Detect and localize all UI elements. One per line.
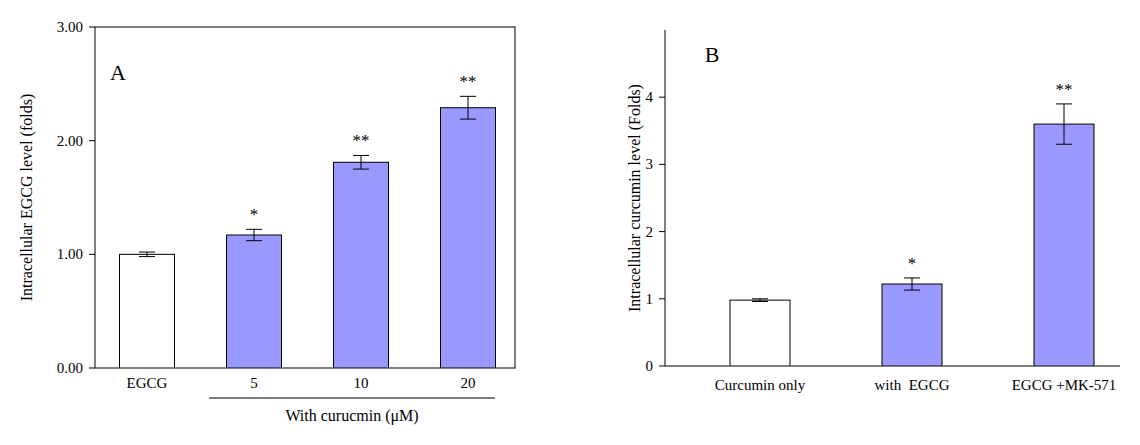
bar — [1034, 124, 1094, 366]
y-tick-label: 4 — [646, 89, 654, 105]
y-tick — [659, 231, 665, 232]
bars — [120, 96, 496, 368]
error-cap — [353, 155, 369, 156]
y-tick-label: 3 — [646, 156, 654, 172]
y-tick-label: 0 — [646, 358, 654, 374]
bar — [730, 300, 790, 366]
y-tick — [89, 140, 95, 141]
error-stem — [147, 252, 148, 257]
figure: 0.00 1.00 2.00 3.00 Intracellular EGCG level… — [0, 0, 1140, 445]
panel-label: B — [705, 42, 720, 67]
y-tick-label: 2 — [646, 224, 654, 240]
error-cap — [460, 119, 476, 120]
y-tick — [89, 368, 95, 369]
x-tick-label: EGCG +MK-571 — [1012, 377, 1117, 393]
panel-1: 0 1 2 3 4Intracellular curcumin level (Folds… — [626, 30, 1120, 393]
error-cap — [752, 301, 768, 302]
error-bar — [752, 299, 768, 302]
y-tick-label: 0.00 — [57, 360, 83, 376]
y-tick-label: 1 — [646, 291, 654, 307]
error-bar — [904, 278, 920, 290]
y-tick-label: 3.00 — [57, 19, 83, 35]
y-tick — [89, 254, 95, 255]
group-label: With curucmin (μM) — [285, 407, 418, 425]
error-stem — [468, 96, 469, 119]
error-cap — [752, 298, 768, 299]
x-tick-label: 10 — [354, 375, 369, 391]
y-axis-label: Intracellular EGCG level (folds) — [18, 94, 36, 301]
plot-frame — [95, 27, 515, 368]
significance-mark: ** — [353, 131, 370, 150]
error-stem — [912, 278, 913, 290]
y-tick — [659, 298, 665, 299]
significance-mark: * — [250, 205, 259, 224]
error-cap — [246, 240, 262, 241]
error-stem — [1064, 104, 1065, 144]
error-cap — [353, 169, 369, 170]
significance-mark: * — [908, 254, 917, 273]
error-cap — [139, 256, 155, 257]
bar — [227, 235, 282, 368]
significance-mark: ** — [1056, 80, 1073, 99]
y-tick — [89, 27, 95, 28]
bar — [441, 108, 496, 368]
x-tick-label: Curcumin only — [715, 377, 806, 393]
y-tick — [659, 366, 665, 367]
error-bar — [353, 155, 369, 169]
error-bar — [139, 252, 155, 257]
error-cap — [246, 229, 262, 230]
bar — [120, 254, 175, 368]
error-cap — [904, 277, 920, 278]
y-tick — [659, 97, 665, 98]
y-tick-label: 2.00 — [57, 133, 83, 149]
error-cap — [139, 252, 155, 253]
y-tick-label: 1.00 — [57, 246, 83, 262]
error-bar — [460, 96, 476, 119]
y-axis — [665, 30, 666, 366]
bars — [730, 104, 1094, 366]
error-cap — [460, 96, 476, 97]
error-cap — [904, 290, 920, 291]
error-bar — [246, 229, 262, 240]
y-axis-label: Intracellular curcumin level (Folds) — [626, 84, 644, 312]
y-tick — [659, 164, 665, 165]
x-tick-label: with EGCG — [875, 377, 950, 393]
error-cap — [1056, 144, 1072, 145]
bar — [334, 162, 389, 368]
panel-label: A — [110, 60, 126, 85]
x-tick-label: 5 — [250, 375, 258, 391]
x-tick-label: EGCG — [127, 375, 168, 391]
panel-0: 0.00 1.00 2.00 3.00 Intracellular EGCG level… — [18, 19, 515, 425]
bar — [882, 284, 942, 366]
x-tick-label: 20 — [461, 375, 476, 391]
significance-mark: ** — [460, 72, 477, 91]
error-cap — [1056, 103, 1072, 104]
group-bracket — [209, 398, 495, 399]
error-stem — [361, 155, 362, 169]
error-bar — [1056, 104, 1072, 144]
error-stem — [254, 229, 255, 240]
